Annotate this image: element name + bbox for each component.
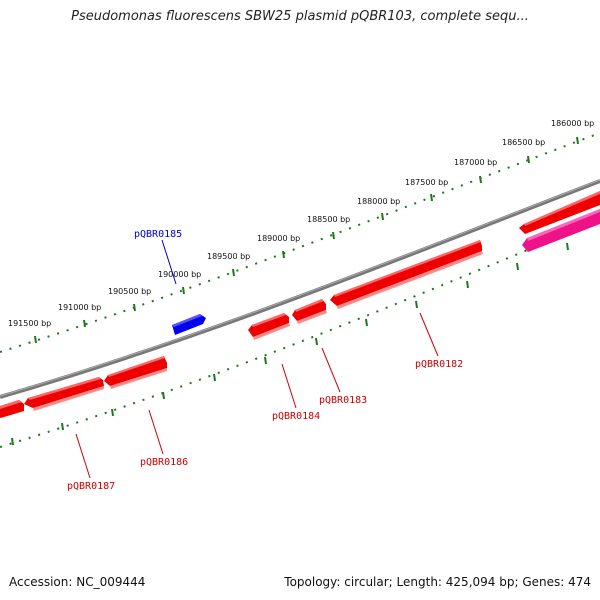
leader-pqbr0182 (419, 312, 439, 357)
inner-major-tick (61, 422, 64, 431)
tick-label: 187500 bp (405, 178, 448, 187)
leader-pqbr0183 (321, 347, 341, 393)
label-pqbr0186[interactable]: pQBR0186 (140, 457, 188, 468)
label-pqbr0187[interactable]: pQBR0187 (67, 481, 115, 492)
outer-major-tick (479, 175, 482, 184)
inner-major-tick (11, 437, 14, 446)
leader-pqbr0186 (148, 409, 164, 455)
inner-major-tick (516, 262, 519, 271)
outer-major-tick (332, 231, 335, 240)
inner-major-tick (415, 300, 418, 309)
reverse-genes (0, 191, 600, 418)
inner-major-tick (315, 337, 318, 346)
backbone-highlight (0, 179, 600, 397)
outer-major-tick (83, 319, 86, 328)
label-pqbr0184[interactable]: pQBR0184 (272, 411, 320, 422)
gene-highlight-right-edge[interactable] (522, 209, 600, 252)
tick-labels: 191500 bp 191000 bp 190500 bp 190000 bp 1895… (8, 119, 594, 328)
plasmid-backbone (0, 179, 600, 399)
outer-major-tick (430, 193, 433, 202)
tick-label: 191500 bp (8, 319, 51, 328)
tick-label: 186000 bp (551, 119, 594, 128)
gene-arrow-right-edge[interactable] (519, 191, 600, 234)
topology-summary: Topology: circular; Length: 425,094 bp; … (284, 575, 591, 589)
tick-label: 188500 bp (307, 215, 350, 224)
inner-major-tick (264, 356, 267, 365)
gene-arrow-left-1[interactable] (0, 400, 24, 418)
inner-major-tick (111, 408, 114, 417)
tick-label: 186500 bp (502, 138, 545, 147)
tick-label: 189000 bp (257, 234, 300, 243)
tick-label: 188000 bp (357, 197, 400, 206)
gene-pqbr0186[interactable] (104, 356, 167, 389)
gene-pqbr0183[interactable] (292, 299, 327, 324)
gene-pqbr0185[interactable] (172, 314, 206, 335)
leader-pqbr0184 (281, 363, 297, 409)
leader-pqbr0185 (161, 239, 177, 285)
leader-pqbr0187 (75, 433, 91, 479)
gene-pqbr0182[interactable] (330, 240, 483, 309)
gene-pqbr0187[interactable] (24, 377, 104, 411)
inner-major-tick (213, 373, 216, 382)
outer-major-tick (232, 268, 235, 277)
outer-major-tick (282, 250, 285, 259)
inner-major-tick (466, 280, 469, 289)
inner-ruler (0, 219, 600, 448)
tick-label: 190500 bp (108, 287, 151, 296)
outer-major-ticks (34, 136, 579, 344)
inner-major-ticks (11, 242, 569, 446)
tick-label: 191000 bp (58, 303, 101, 312)
outer-major-tick (34, 335, 37, 344)
outer-ruler (0, 132, 600, 353)
map-title: Pseudomonas fluorescens SBW25 plasmid pQ… (71, 9, 529, 24)
tick-label: 190000 bp (158, 270, 201, 279)
label-pqbr0185[interactable]: pQBR0185 (134, 229, 182, 240)
inner-major-tick (162, 391, 165, 400)
label-pqbr0183[interactable]: pQBR0183 (319, 395, 367, 406)
gene-pqbr0184[interactable] (248, 313, 290, 340)
accession-label: Accession: NC_009444 (9, 575, 146, 589)
outer-major-tick (182, 286, 185, 295)
tick-label: 189500 bp (207, 252, 250, 261)
outer-major-tick (576, 136, 579, 145)
inner-major-tick (566, 242, 569, 251)
outer-major-tick (381, 212, 384, 221)
outer-major-tick (527, 155, 530, 164)
tick-label: 187000 bp (454, 158, 497, 167)
label-pqbr0182[interactable]: pQBR0182 (415, 359, 463, 370)
inner-major-tick (365, 318, 368, 327)
outer-major-tick (133, 303, 136, 312)
